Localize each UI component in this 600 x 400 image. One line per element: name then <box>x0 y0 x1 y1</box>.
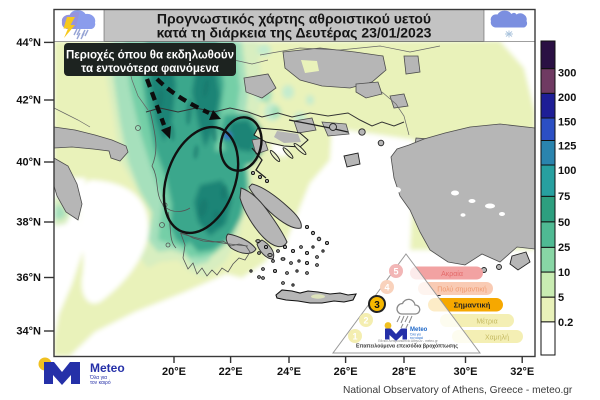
svg-text:Χαμηλή: Χαμηλή <box>485 335 509 342</box>
svg-text:32°E: 32°E <box>510 366 534 378</box>
svg-text:20°E: 20°E <box>162 366 186 378</box>
svg-text:22°E: 22°E <box>219 366 243 378</box>
svg-text:2: 2 <box>363 316 368 326</box>
svg-text:τον καιρό: τον καιρό <box>90 379 111 386</box>
svg-text:150: 150 <box>558 117 576 129</box>
svg-text:Επαπειλούμενα επεισόδια βροχόπ: Επαπειλούμενα επεισόδια βροχόπτωσης <box>356 344 458 350</box>
svg-text:Σημαντική: Σημαντική <box>454 301 491 310</box>
svg-text:0.2: 0.2 <box>558 317 573 329</box>
svg-text:50: 50 <box>558 217 570 229</box>
svg-text:Περιοχές όπου θα εκδηλωθούν: Περιοχές όπου θα εκδηλωθούν <box>66 50 234 62</box>
svg-text:300: 300 <box>558 68 576 80</box>
svg-text:τα εντονότερα φαινόμενα: τα εντονότερα φαινόμενα <box>81 63 219 75</box>
svg-text:24°E: 24°E <box>277 366 301 378</box>
svg-text:125: 125 <box>558 141 576 153</box>
svg-text:75: 75 <box>558 191 570 203</box>
svg-text:National Observatory of Athens: National Observatory of Athens, Greece -… <box>343 385 573 396</box>
svg-text:42°N: 42°N <box>16 95 41 107</box>
svg-text:30°E: 30°E <box>454 366 478 378</box>
svg-text:5: 5 <box>558 292 564 304</box>
svg-text:Ακραία: Ακραία <box>441 270 463 278</box>
svg-text:Meteo: Meteo <box>410 327 428 333</box>
svg-text:5: 5 <box>393 267 398 277</box>
svg-text:Εθνικό Αστεροσκοπείο Αθηνών -: Εθνικό Αστεροσκοπείο Αθηνών - meteo.gr <box>378 339 438 343</box>
svg-text:28°E: 28°E <box>392 366 416 378</box>
svg-text:Όλα για: Όλα για <box>409 333 421 337</box>
svg-text:38°N: 38°N <box>16 217 41 229</box>
svg-text:Πολύ σημαντική: Πολύ σημαντική <box>437 286 487 294</box>
svg-text:κατά τη διάρκεια της Δευτέρας: κατά τη διάρκεια της Δευτέρας 23/01/2023 <box>157 25 432 41</box>
svg-text:Όλα για: Όλα για <box>89 375 107 381</box>
svg-text:34°N: 34°N <box>16 326 41 338</box>
svg-text:Meteo: Meteo <box>90 361 125 375</box>
svg-text:26°E: 26°E <box>334 366 358 378</box>
svg-text:40°N: 40°N <box>16 157 41 169</box>
svg-text:44°N: 44°N <box>16 37 41 49</box>
svg-text:10: 10 <box>558 267 570 279</box>
svg-text:100: 100 <box>558 165 576 177</box>
svg-text:25: 25 <box>558 242 570 254</box>
svg-text:1: 1 <box>352 332 357 342</box>
svg-text:Μέτρια: Μέτρια <box>476 318 497 326</box>
svg-text:Προγνωστικός χάρτης αθροιστικο: Προγνωστικός χάρτης αθροιστικού υετού <box>157 11 431 27</box>
svg-text:3: 3 <box>374 300 380 311</box>
svg-text:τον καιρό: τον καιρό <box>410 336 423 340</box>
svg-text:36°N: 36°N <box>16 272 41 284</box>
svg-text:200: 200 <box>558 92 576 104</box>
svg-text:4: 4 <box>384 283 389 293</box>
